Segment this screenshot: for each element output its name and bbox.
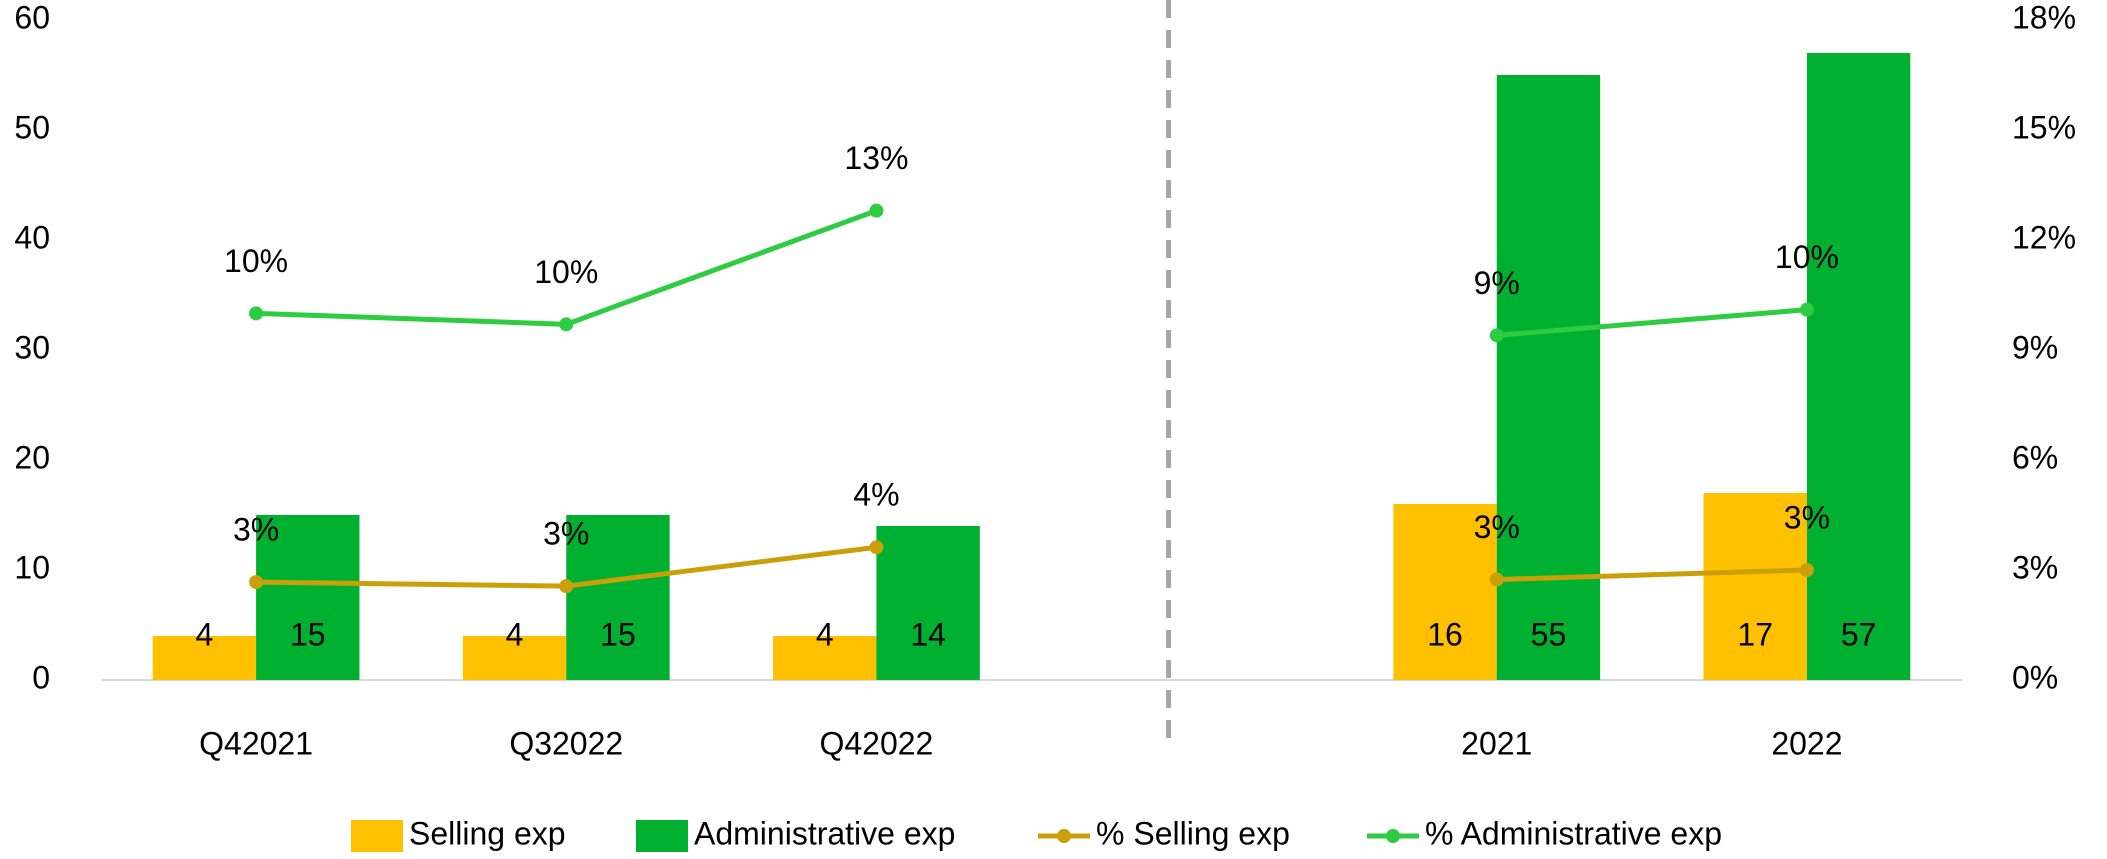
line-label: 3% [543,516,589,552]
bar-label: 15 [600,616,636,652]
legend-label: Administrative exp [694,815,955,851]
line-point [1489,328,1504,343]
bar [773,636,877,680]
bar [566,515,670,680]
x-tick-label: 2022 [1771,725,1842,761]
y2-tick-label: 9% [2012,329,2058,365]
x-tick-label: Q42022 [819,725,933,761]
line-label: 10% [224,243,288,279]
bar [462,636,567,680]
bar-label: 4 [816,616,834,652]
x-tick-label: Q32022 [509,725,623,761]
x-tick-label: Q42021 [199,725,313,761]
bar [1393,504,1497,680]
line-label: 10% [534,254,598,290]
x-tick-label: 2021 [1461,725,1532,761]
y2-tick-label: 3% [2012,549,2058,585]
line-point [1799,302,1814,317]
y-tick-label: 40 [14,219,50,255]
legend-point [1057,829,1071,843]
y-tick-label: 30 [14,329,50,365]
bar-label: 4 [195,616,213,652]
line-label: 3% [233,512,279,548]
y2-tick-label: 18% [2012,0,2076,35]
bar-label: 4 [506,616,524,652]
y2-tick-label: 12% [2012,219,2076,255]
y2-tick-label: 15% [2012,109,2076,145]
line-label: 10% [1775,239,1839,275]
bar-label: 57 [1841,616,1877,652]
line-point [559,317,574,332]
legend-label: % Administrative exp [1425,815,1722,851]
bar [876,526,980,680]
legend-point [1386,829,1400,843]
bar-label: 17 [1737,616,1773,652]
y-tick-label: 0 [32,659,50,695]
y2-tick-label: 6% [2012,439,2058,475]
line-point [1799,563,1814,577]
line-point [249,575,264,590]
line-point [869,203,884,218]
y-tick-label: 20 [14,439,50,475]
bar [1806,53,1911,680]
bar [152,636,257,680]
line-label: 9% [1474,265,1520,301]
legend-label: % Selling exp [1096,815,1290,851]
bar-label: 16 [1427,616,1463,652]
bar [1703,493,1807,680]
bar-label: 14 [910,616,946,652]
legend-label: Selling exp [409,815,566,851]
line-label: 13% [844,140,908,176]
line-point [1489,572,1504,587]
line-label: 3% [1474,509,1520,545]
line-point [249,306,264,321]
line-point [559,579,574,594]
y-tick-label: 10 [14,549,50,585]
legend-swatch [351,820,403,852]
bar-label: 15 [290,616,326,652]
line-label: 3% [1784,499,1830,535]
y-tick-label: 50 [14,109,50,145]
line-label: 4% [853,477,899,513]
bar [256,515,360,680]
bar [1496,75,1601,680]
line-point [869,540,884,555]
bar-label: 55 [1531,616,1567,652]
y-tick-label: 60 [14,0,50,35]
legend-swatch [636,820,688,852]
y2-tick-label: 0% [2012,659,2058,695]
